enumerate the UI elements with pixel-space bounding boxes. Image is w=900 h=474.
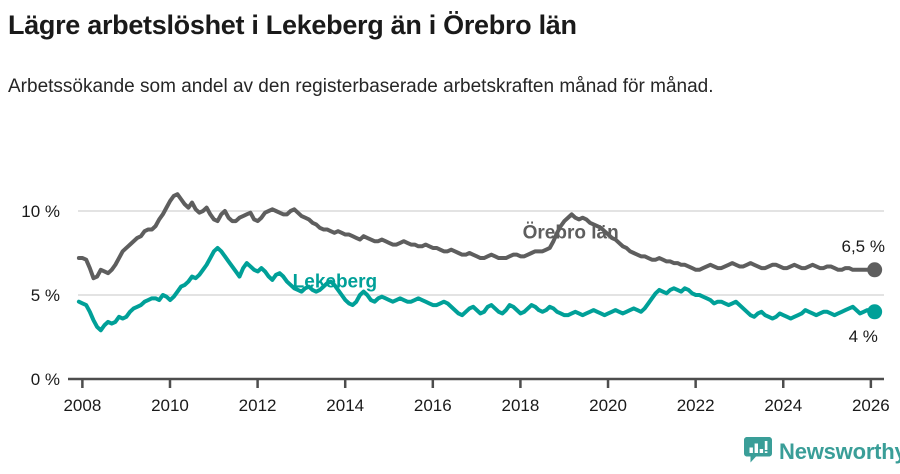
x-axis-tick-label: 2022 bbox=[677, 396, 715, 415]
line-chart: 0 %5 %10 % 2008 2010 2012 2014 2016 2018 2020 2… bbox=[21, 192, 890, 415]
logo-wordmark: Newsworthy bbox=[779, 438, 900, 464]
x-axis-tick-label: 2018 bbox=[502, 396, 540, 415]
orebro-end-value: 6,5 % bbox=[841, 237, 884, 256]
y-axis-labels: 0 % 5 % 10 % bbox=[21, 202, 60, 389]
x-axis-tick-label: 2026 bbox=[852, 396, 890, 415]
x-axis-tick-label: 2010 bbox=[151, 396, 189, 415]
series-label: Lekeberg bbox=[293, 271, 377, 292]
x-axis-tick-label: 2008 bbox=[63, 396, 101, 415]
series-endpoints bbox=[867, 262, 883, 320]
y-axis-tick-label: 5 % bbox=[31, 286, 60, 305]
value-annotations: 6,5 % 4 % bbox=[841, 237, 884, 346]
x-axis-tick-label: 2020 bbox=[589, 396, 627, 415]
chart-container: 0 % 5 % 10 % 2008 2010 2012 2014 2016 2018 2020 2… bbox=[0, 160, 900, 415]
x-axis-tick-label: 2024 bbox=[764, 396, 802, 415]
newsworthy-logo: Newsworthy bbox=[744, 437, 900, 466]
series-lines bbox=[76, 192, 877, 333]
series-line bbox=[76, 192, 877, 281]
y-axis-tick-label: 10 % bbox=[21, 202, 60, 221]
x-axis-tick-label: 2016 bbox=[414, 396, 452, 415]
bar-chart-bubble-icon bbox=[744, 437, 772, 466]
y-axis-tick-label: 0 % bbox=[31, 370, 60, 389]
x-axis-tick-label: 2012 bbox=[239, 396, 277, 415]
page-subtitle: Arbetssökande som andel av den registerb… bbox=[8, 76, 714, 97]
lekeberg-end-value: 4 % bbox=[849, 327, 878, 346]
gridlines bbox=[78, 210, 884, 296]
series-inline-labels: Örebro län Lekeberg bbox=[293, 223, 619, 293]
x-axis-tick-label: 2014 bbox=[326, 396, 364, 415]
x-axis bbox=[68, 377, 884, 388]
series-endpoint-dot bbox=[867, 262, 883, 278]
series-line bbox=[76, 245, 877, 333]
x-axis-labels: 2008 2010 2012 2014 2016 2018 2020 2022 2024 2026 bbox=[63, 396, 889, 415]
series-endpoint-dot bbox=[867, 304, 883, 320]
page-title: Lägre arbetslöshet i Lekeberg än i Örebr… bbox=[8, 10, 577, 40]
series-label: Örebro län bbox=[523, 223, 619, 244]
